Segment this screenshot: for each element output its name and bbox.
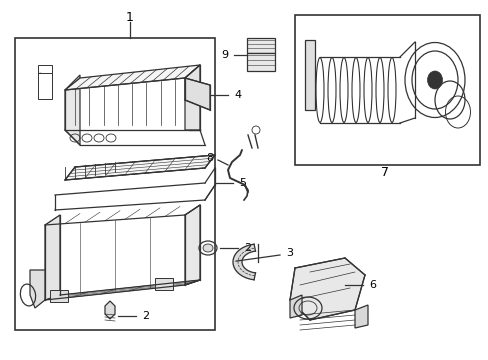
Polygon shape [65, 130, 204, 145]
Bar [38, 65, 52, 73]
Text: 4: 4 [234, 90, 241, 100]
Text: 3: 3 [285, 248, 292, 258]
Polygon shape [65, 65, 200, 90]
Bar [305, 40, 314, 110]
Polygon shape [45, 215, 60, 300]
Bar [155, 278, 173, 290]
Polygon shape [233, 244, 255, 280]
Polygon shape [30, 270, 45, 308]
Polygon shape [184, 78, 209, 110]
Bar [294, 15, 479, 165]
Text: 8: 8 [205, 153, 213, 163]
Bar [246, 38, 274, 53]
Polygon shape [45, 205, 200, 225]
Polygon shape [45, 280, 200, 300]
Bar [38, 73, 52, 99]
Bar [15, 38, 215, 330]
Polygon shape [184, 65, 200, 130]
Text: 2: 2 [244, 243, 251, 253]
Text: 9: 9 [221, 50, 227, 60]
Polygon shape [65, 155, 215, 180]
Polygon shape [184, 205, 200, 285]
Bar [50, 290, 68, 302]
Polygon shape [65, 75, 80, 145]
Polygon shape [289, 295, 302, 318]
Text: 5: 5 [239, 178, 245, 188]
Polygon shape [289, 258, 364, 320]
Text: 1: 1 [126, 10, 134, 23]
Bar [246, 53, 274, 71]
Polygon shape [105, 301, 115, 319]
Text: 6: 6 [368, 280, 375, 290]
Ellipse shape [203, 244, 213, 252]
Ellipse shape [427, 71, 442, 89]
Text: 7: 7 [380, 166, 388, 179]
Polygon shape [55, 168, 215, 195]
Text: 2: 2 [142, 311, 149, 321]
Polygon shape [354, 305, 367, 328]
